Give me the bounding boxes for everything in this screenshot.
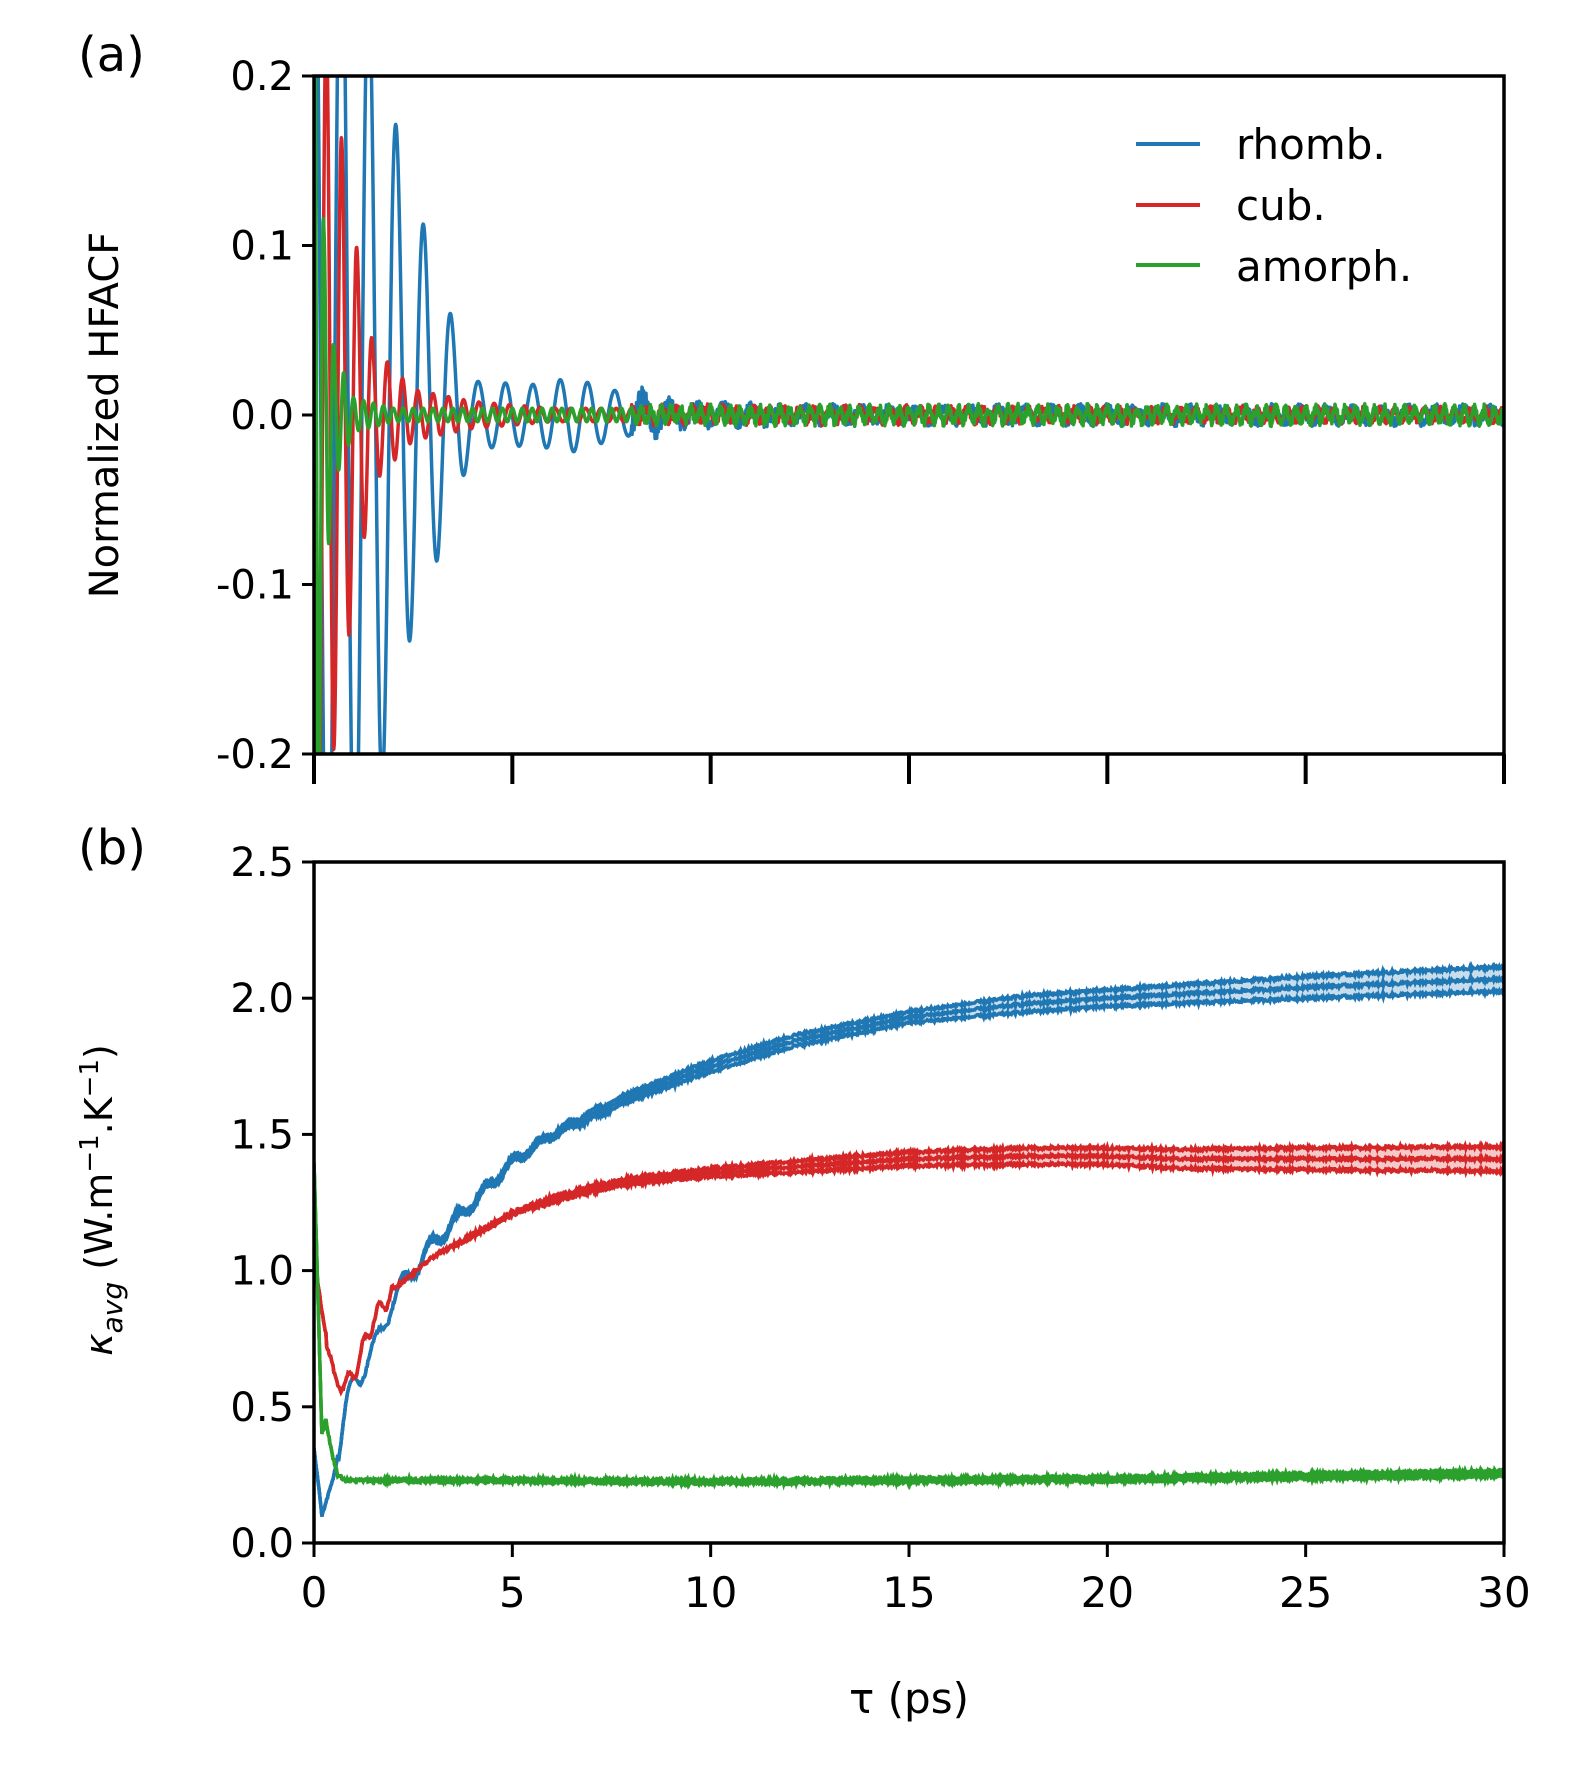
panel-b-upper-rhomb xyxy=(314,960,1504,1517)
legend-label-amorph: amorph. xyxy=(1236,242,1412,291)
panel-b-ytick-label: 1.5 xyxy=(230,1112,294,1158)
panel-a-label: (a) xyxy=(78,27,145,83)
panel-a-y-axis: -0.2 -0.1 0.0 0.1 0.2 xyxy=(216,54,314,778)
panel-b-lower-cub xyxy=(314,1157,1504,1397)
legend-label-rhomb: rhomb. xyxy=(1236,120,1386,169)
panel-b-ytick-label: 0.0 xyxy=(230,1521,294,1567)
panel-b-xtick-label: 5 xyxy=(499,1568,526,1617)
panel-b-band-rhomb xyxy=(314,966,1504,1517)
panel-b-xtick-label: 0 xyxy=(301,1568,328,1617)
panel-b-upper-amorph xyxy=(314,1162,1504,1488)
panel-a-ytick-label: 0.1 xyxy=(230,224,294,270)
panel-a-ytick-label: -0.2 xyxy=(216,732,294,778)
panel-b-series-amorph xyxy=(314,1162,1504,1490)
panel-b-x-axis: 0 5 10 15 20 25 30 xyxy=(301,1543,1531,1617)
panel-b-frame xyxy=(312,860,1506,1545)
panel-a-ylabel: Normalized HFACF xyxy=(82,232,128,599)
panel-b-ytick-label: 2.0 xyxy=(230,976,294,1022)
panel-a-hfacf: -0.2 -0.1 0.0 0.1 0.2 (a) Normalized HFACF r… xyxy=(78,27,1506,784)
panel-b-ytick-label: 1.0 xyxy=(230,1249,294,1295)
panel-a-ytick-label: 0.0 xyxy=(230,393,294,439)
panel-a-ytick-label: -0.1 xyxy=(216,563,294,609)
panel-b-kappa: 0.0 0.5 1.0 1.5 2.0 2.5 0 5 10 15 20 25 30 (b) κavg… xyxy=(75,820,1531,1723)
panel-b-ytick-label: 0.5 xyxy=(230,1385,294,1431)
panel-b-lower-amorph xyxy=(314,1162,1504,1491)
panel-b-xtick-label: 15 xyxy=(882,1568,935,1617)
panel-a-ytick-label: 0.2 xyxy=(230,54,294,100)
panel-b-xtick-label: 10 xyxy=(684,1568,737,1617)
legend-label-cub: cub. xyxy=(1236,181,1326,230)
panel-b-xtick-label: 30 xyxy=(1477,1568,1530,1617)
panel-b-ytick-label: 2.5 xyxy=(230,840,294,886)
panel-b-series-cub xyxy=(314,1148,1504,1397)
panel-b-ylabel: κavg (W.m−1.K−1) xyxy=(75,1044,129,1356)
panel-a-series-amorph xyxy=(314,76,1504,754)
panel-a-x-axis xyxy=(312,754,1506,784)
panel-b-series-rhomb xyxy=(314,972,1504,1517)
panel-b-xlabel: τ (ps) xyxy=(849,1674,969,1723)
panel-a-legend: rhomb. cub. amorph. xyxy=(1136,120,1412,291)
panel-b-series-layer xyxy=(314,960,1504,1517)
panel-b-xtick-label: 20 xyxy=(1081,1568,1134,1617)
panel-b-y-axis: 0.0 0.5 1.0 1.5 2.0 2.5 xyxy=(230,840,314,1567)
panel-b-label: (b) xyxy=(78,820,146,876)
panel-b-xtick-label: 25 xyxy=(1279,1568,1332,1617)
panel-b-lower-rhomb xyxy=(314,984,1504,1517)
panel-b-band-amorph xyxy=(314,1162,1504,1485)
